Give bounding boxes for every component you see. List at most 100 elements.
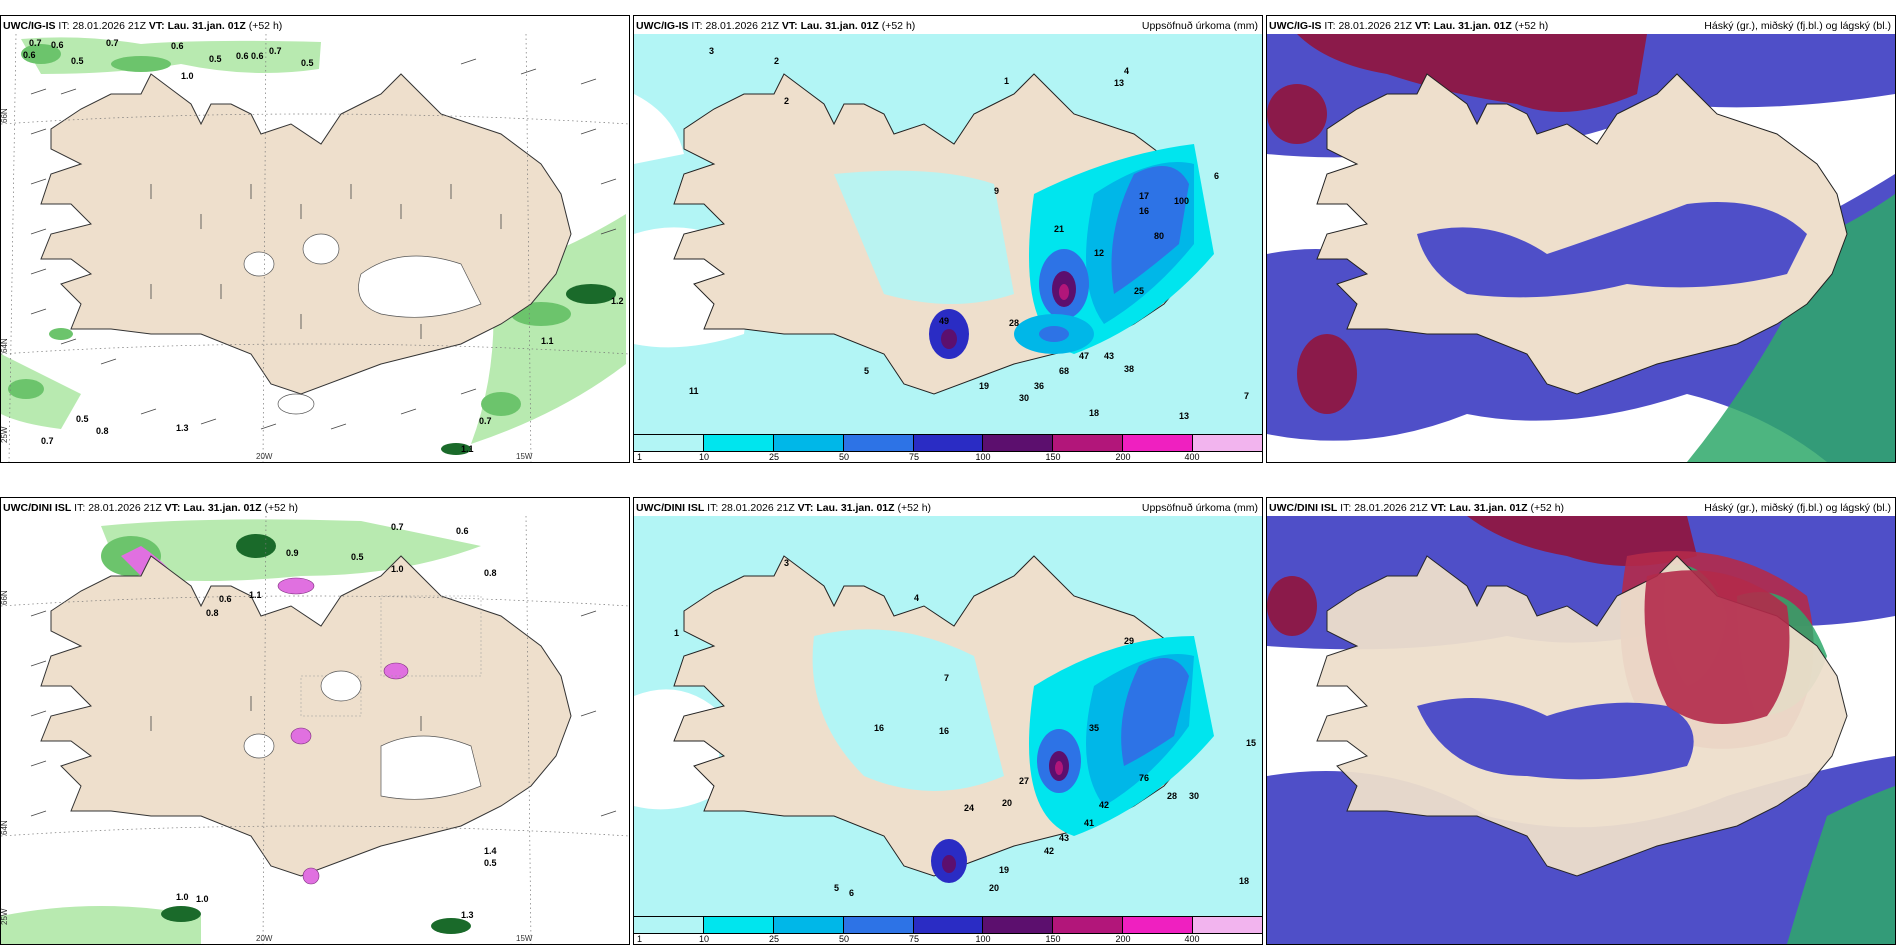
svg-text:0.6: 0.6 [219, 594, 232, 604]
svg-text:5: 5 [864, 366, 869, 376]
svg-text:0.6: 0.6 [236, 51, 249, 61]
cb-cell [1123, 917, 1194, 933]
svg-text:16: 16 [874, 723, 884, 733]
wind-barbs [30, 58, 617, 430]
map-precip-dini: 1 3 4 7 16 16 15 29 35 42 41 43 42 20 24… [634, 516, 1262, 916]
svg-text:4: 4 [914, 593, 919, 603]
svg-text:15: 15 [1246, 738, 1256, 748]
svg-text:0.7: 0.7 [106, 38, 119, 48]
cb-cell [1193, 917, 1262, 933]
svg-text:30: 30 [1019, 393, 1029, 403]
svg-text:0.5: 0.5 [76, 414, 89, 424]
cb-tick: 10 [698, 934, 710, 944]
cb-tick: 1 [637, 452, 643, 462]
svg-text:1.4: 1.4 [484, 846, 497, 856]
svg-text:1: 1 [674, 628, 679, 638]
svg-text:0.7: 0.7 [269, 46, 282, 56]
svg-text:21: 21 [1054, 224, 1064, 234]
cloud-map-svg [1267, 34, 1895, 462]
map-wind-ig: 0.7 0.6 0.6 0.5 0.7 0.6 0.5 0.6 0.6 0.7 … [1, 34, 629, 462]
cb-tick: 150 [1045, 452, 1061, 462]
svg-text:42: 42 [1044, 846, 1054, 856]
svg-text:100: 100 [1174, 196, 1189, 206]
cb-tick: 400 [1184, 452, 1200, 462]
svg-text:18: 18 [1089, 408, 1099, 418]
svg-text:0.5: 0.5 [301, 58, 314, 68]
svg-text:7: 7 [1244, 391, 1249, 401]
precip-map-svg-2: 1 3 4 7 16 16 15 29 35 42 41 43 42 20 24… [634, 516, 1262, 916]
colorbar-cells [634, 434, 1262, 452]
svg-text:41: 41 [1084, 818, 1094, 828]
panel-clouds-ig: UWC/IG-IS IT: 28.01.2026 21Z VT: Lau. 31… [1266, 15, 1896, 463]
map-precip-ig: 3 2 4 13 1 2 9 6 17 16 21 80 100 12 28 4… [634, 34, 1262, 434]
cb-tick: 100 [975, 934, 991, 944]
cb-cell [983, 917, 1054, 933]
svg-text:12: 12 [1094, 248, 1104, 258]
svg-text:1.0: 1.0 [181, 71, 194, 81]
svg-text:13: 13 [1114, 78, 1124, 88]
cb-cell [983, 435, 1054, 451]
map-clouds-ig [1267, 34, 1895, 462]
svg-text:0.5: 0.5 [71, 56, 84, 66]
svg-text:35: 35 [1089, 723, 1099, 733]
panel-wind-ig: UWC/IG-IS IT: 28.01.2026 21Z VT: Lau. 31… [0, 15, 630, 463]
svg-text:3: 3 [709, 46, 714, 56]
cloud-map-svg-2 [1267, 516, 1895, 944]
svg-text:1: 1 [1004, 76, 1009, 86]
cb-cell [913, 917, 984, 933]
cb-tick: 10 [698, 452, 710, 462]
svg-text:20W: 20W [256, 452, 273, 461]
svg-text:47: 47 [1079, 351, 1089, 361]
svg-text:64N: 64N [1, 820, 9, 835]
svg-text:2: 2 [784, 96, 789, 106]
cb-cell [1053, 435, 1124, 451]
colorbar-cells [634, 916, 1262, 934]
cb-tick: 25 [768, 934, 780, 944]
axis-labels: 20W 15W 66N 64N 25W [1, 108, 533, 461]
panel-precip-dini: UWC/DINI ISL IT: 28.01.2026 21Z VT: Lau.… [633, 497, 1263, 945]
wind-value-labels: 0.7 0.6 0.6 0.5 0.7 0.6 0.5 0.6 0.6 0.7 … [23, 38, 624, 454]
svg-text:1.0: 1.0 [196, 894, 209, 904]
colorbar-ticks: 1 10 25 50 75 100 150 200 400 [634, 934, 1262, 944]
svg-text:6: 6 [849, 888, 854, 898]
cb-cell [773, 917, 844, 933]
svg-text:42: 42 [1099, 800, 1109, 810]
svg-text:43: 43 [1104, 351, 1114, 361]
svg-text:0.5: 0.5 [351, 552, 364, 562]
cb-tick: 50 [838, 934, 850, 944]
svg-text:1.3: 1.3 [461, 910, 474, 920]
colorbar: 1 10 25 50 75 100 150 200 400 [634, 916, 1262, 944]
svg-text:28: 28 [1167, 791, 1177, 801]
svg-text:4: 4 [1124, 66, 1129, 76]
cb-cell [773, 435, 844, 451]
svg-text:0.6: 0.6 [23, 50, 36, 60]
wind-value-labels-2: 0.7 0.6 0.9 0.5 1.0 0.8 0.6 0.8 1.1 1.4 … [176, 522, 497, 920]
glaciers [243, 670, 482, 800]
svg-text:19: 19 [999, 865, 1009, 875]
svg-text:30: 30 [1189, 791, 1199, 801]
cb-cell [843, 435, 914, 451]
svg-text:0.7: 0.7 [29, 38, 42, 48]
svg-text:68: 68 [1059, 366, 1069, 376]
svg-text:16: 16 [939, 726, 949, 736]
map-wind-dini: 0.7 0.6 0.9 0.5 1.0 0.8 0.6 0.8 1.1 1.4 … [1, 516, 629, 944]
svg-text:1.1: 1.1 [541, 336, 554, 346]
svg-text:1.0: 1.0 [391, 564, 404, 574]
svg-text:0.6: 0.6 [171, 41, 184, 51]
colorbar-ticks: 1 10 25 50 75 100 150 200 400 [634, 452, 1262, 462]
svg-text:11: 11 [689, 386, 699, 396]
svg-text:76: 76 [1139, 773, 1149, 783]
svg-text:25: 25 [1134, 286, 1144, 296]
map-clouds-dini [1267, 516, 1895, 944]
svg-text:43: 43 [1059, 833, 1069, 843]
svg-text:5: 5 [834, 883, 839, 893]
svg-text:1.1: 1.1 [249, 590, 262, 600]
svg-text:0.9: 0.9 [286, 548, 299, 558]
svg-text:15W: 15W [516, 452, 533, 461]
svg-text:16: 16 [1139, 206, 1149, 216]
svg-text:0.8: 0.8 [484, 568, 497, 578]
svg-text:0.6: 0.6 [251, 51, 264, 61]
cb-cell [1193, 435, 1262, 451]
svg-text:20: 20 [1002, 798, 1012, 808]
svg-text:29: 29 [1124, 636, 1134, 646]
